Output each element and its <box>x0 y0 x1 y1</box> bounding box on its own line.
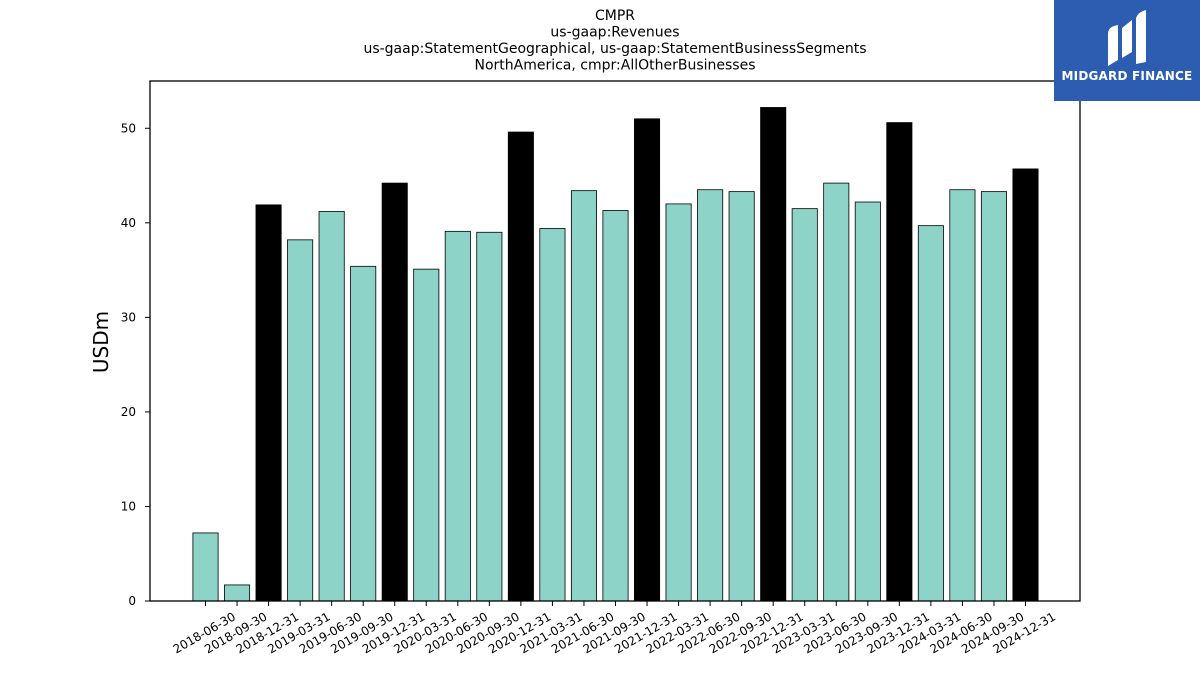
midgard-logo-icon <box>1108 10 1146 66</box>
bar <box>287 239 314 602</box>
bar <box>192 532 219 602</box>
y-tick-label: 0 <box>128 594 136 608</box>
bar <box>1012 168 1039 602</box>
bar <box>507 131 534 602</box>
bar <box>917 225 944 602</box>
bar <box>602 210 629 602</box>
bar <box>823 182 850 602</box>
bar <box>381 182 408 602</box>
bar <box>444 230 471 602</box>
bar <box>886 122 913 602</box>
bar <box>949 189 976 602</box>
bar <box>224 584 251 602</box>
y-tick-label: 40 <box>121 216 136 230</box>
bar <box>791 208 818 602</box>
bar <box>255 204 282 602</box>
bars <box>192 107 1039 602</box>
y-tick-label: 50 <box>121 121 136 135</box>
bar <box>854 201 881 602</box>
title-line: us-gaap:Revenues <box>550 25 679 41</box>
brand-logo: MIDGARD FINANCE <box>1054 0 1200 101</box>
title-line: CMPR <box>595 8 635 24</box>
y-tick-label: 30 <box>121 310 136 324</box>
bar <box>665 203 692 602</box>
bar <box>697 189 724 602</box>
bar <box>476 231 503 602</box>
title-line: us-gaap:StatementGeographical, us-gaap:S… <box>363 41 866 57</box>
bar <box>634 118 661 602</box>
bar <box>350 265 377 602</box>
bar <box>413 268 440 602</box>
bar <box>539 228 566 602</box>
bar <box>980 191 1007 602</box>
bar <box>318 211 345 602</box>
x-axis: 2018-06-302018-09-302018-12-312019-03-31… <box>171 601 1058 656</box>
chart-title: CMPRus-gaap:Revenuesus-gaap:StatementGeo… <box>363 8 866 74</box>
bar <box>760 107 787 602</box>
title-line: NorthAmerica, cmpr:AllOtherBusinesses <box>474 58 755 74</box>
logo-text: MIDGARD FINANCE <box>1061 69 1193 83</box>
y-tick-label: 10 <box>121 499 136 513</box>
bar <box>728 191 755 602</box>
bar <box>570 190 597 602</box>
y-tick-label: 20 <box>121 405 136 419</box>
y-axis-label: USDm <box>89 311 113 373</box>
y-axis: 0 10 20 30 40 50 <box>121 121 150 608</box>
plot-frame <box>149 80 1081 602</box>
